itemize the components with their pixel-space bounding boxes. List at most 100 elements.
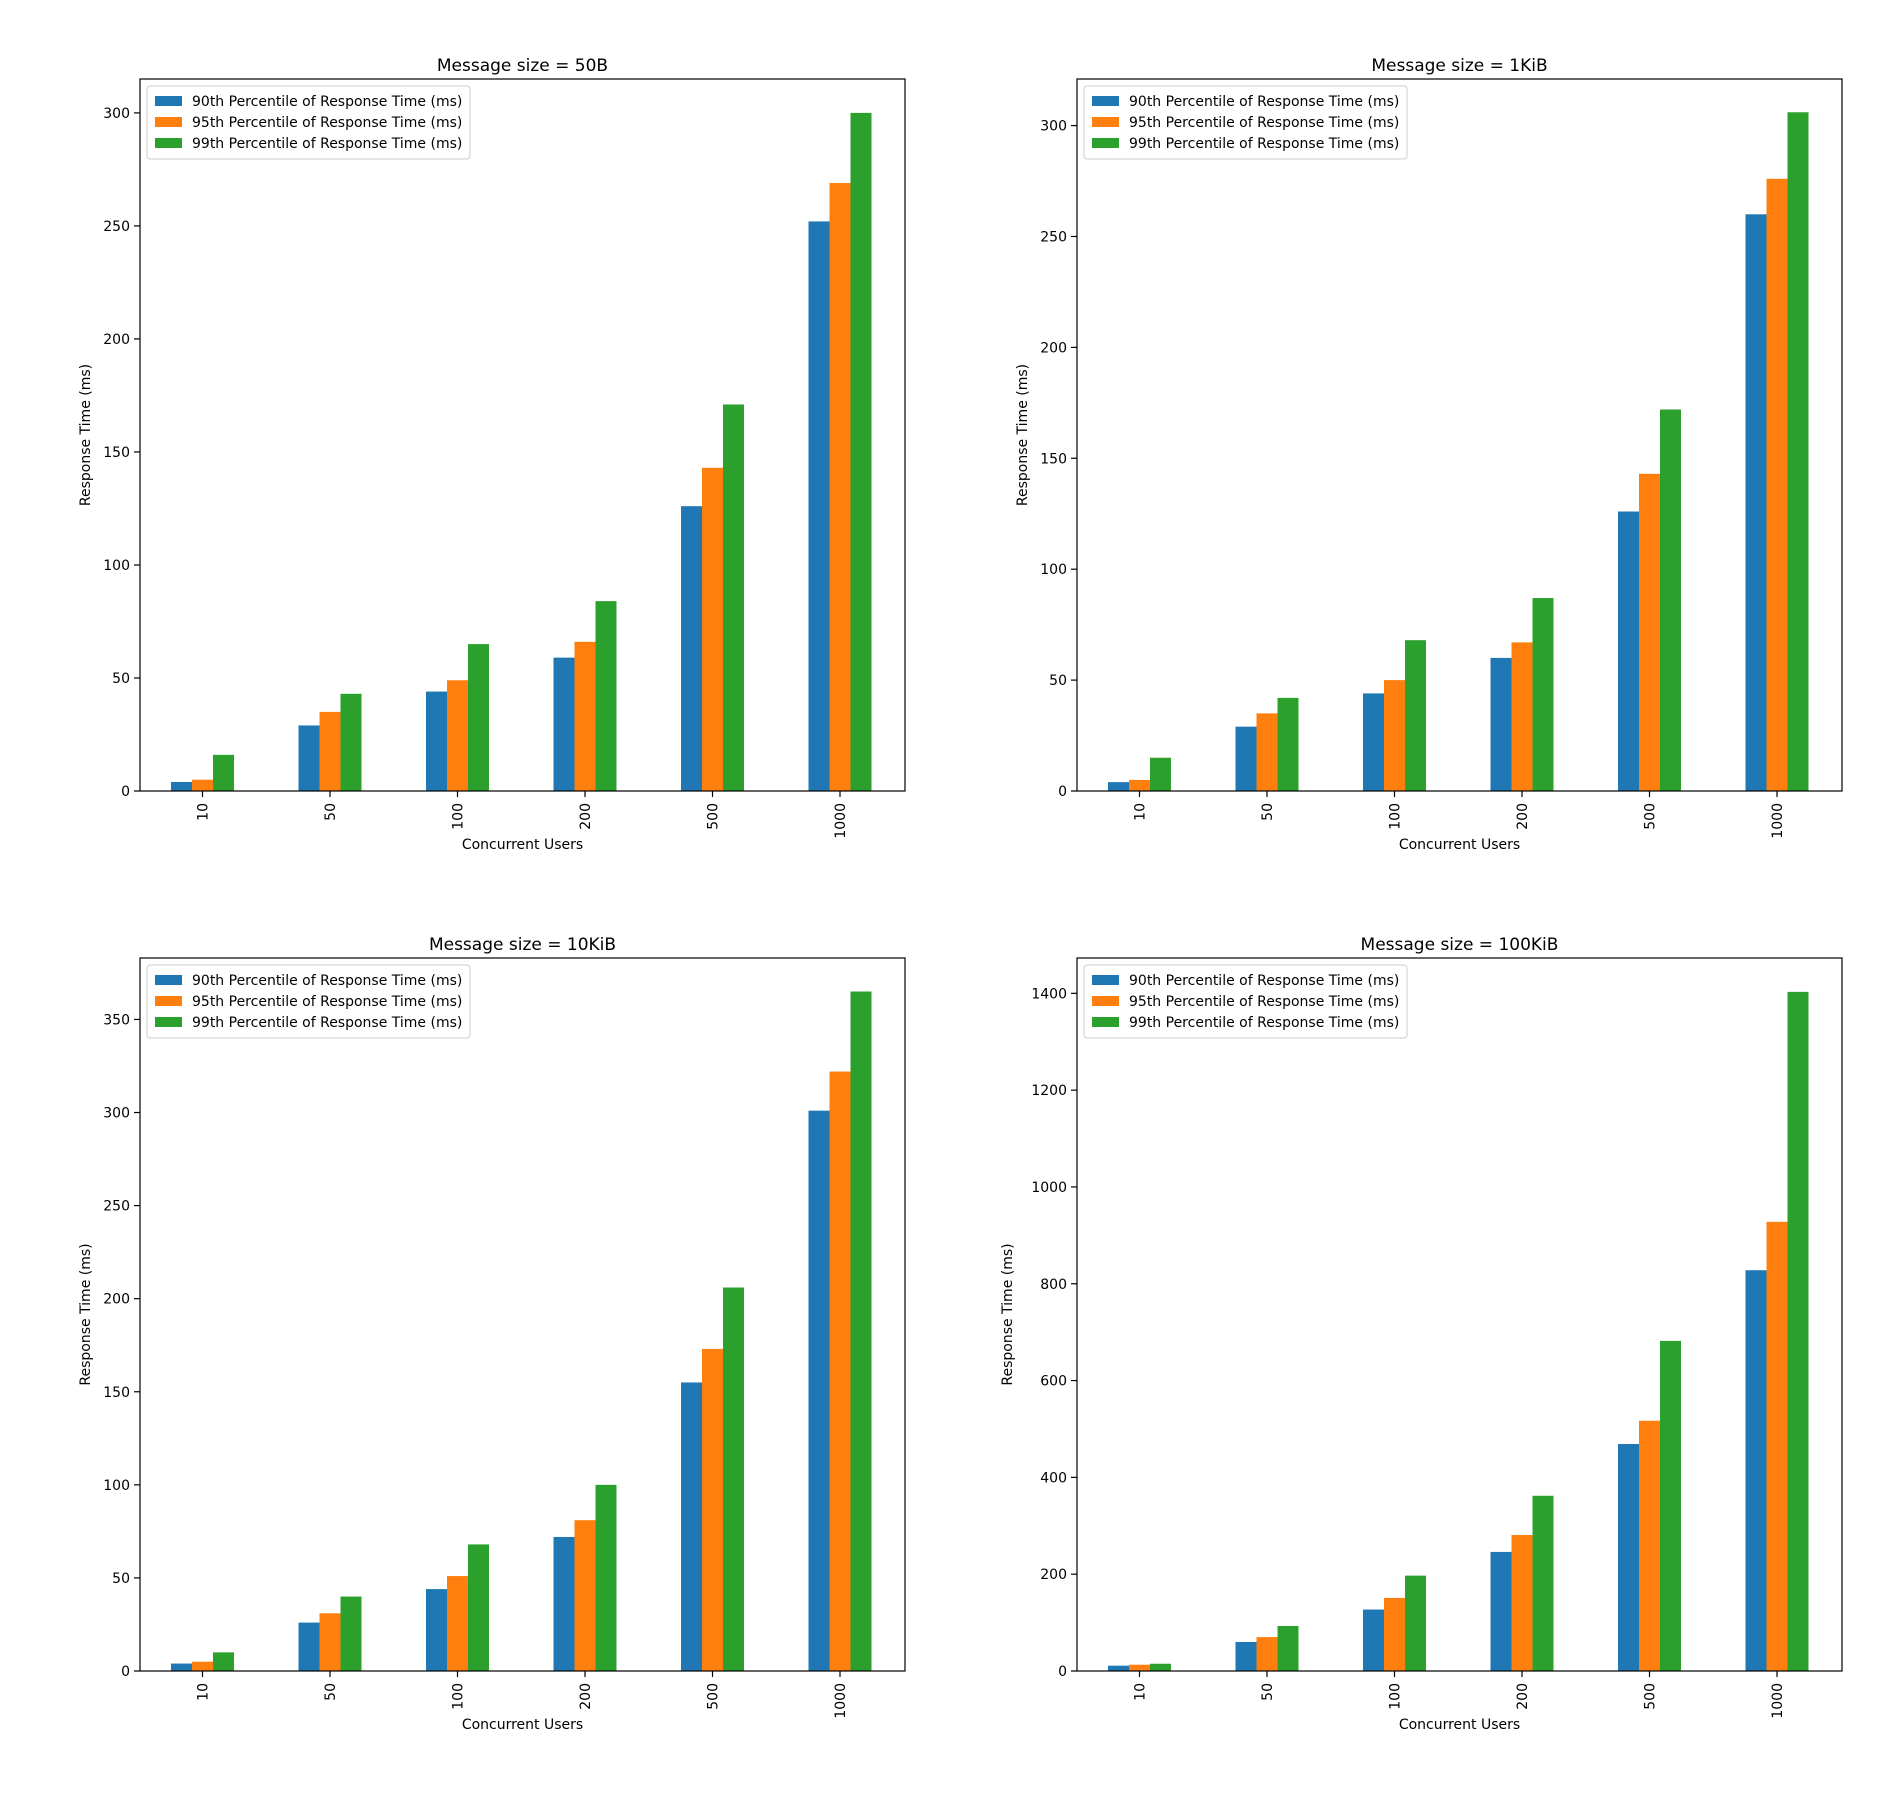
x-tick-label: 1000 — [833, 1683, 849, 1719]
chart-title: Message size = 10KiB — [429, 935, 616, 955]
y-axis-label: Response Time (ms) — [1000, 1243, 1016, 1385]
bar — [1363, 693, 1384, 791]
legend-frame — [1083, 964, 1408, 1039]
legend-label: 99th Percentile of Response Time (ms) — [192, 1015, 462, 1031]
y-tick-label: 0 — [121, 1664, 130, 1680]
y-tick-label: 200 — [103, 332, 130, 348]
x-axis-label: Concurrent Users — [462, 837, 583, 853]
legend-swatch — [1092, 1017, 1119, 1027]
bar — [1277, 697, 1299, 791]
legend-label: 95th Percentile of Response Time (ms) — [1129, 994, 1399, 1010]
plot-frame — [139, 78, 906, 792]
bar — [1129, 1664, 1150, 1671]
bar — [1787, 991, 1809, 1671]
bar — [681, 506, 702, 791]
bar — [319, 711, 341, 791]
legend-frame — [146, 85, 471, 160]
y-tick-label: 50 — [112, 1571, 130, 1587]
bar — [1660, 1340, 1681, 1671]
bar — [1405, 640, 1426, 791]
bar — [1256, 1637, 1278, 1671]
bar — [574, 1520, 596, 1671]
y-tick-label: 1400 — [1031, 986, 1067, 1002]
y-tick-label: 250 — [103, 1199, 130, 1215]
bar — [1660, 409, 1681, 791]
legend-frame — [1083, 85, 1408, 160]
x-tick-label: 500 — [1643, 803, 1659, 830]
legend-label: 99th Percentile of Response Time (ms) — [1129, 1015, 1399, 1031]
bar — [1511, 1534, 1533, 1671]
legend-swatch — [1092, 975, 1119, 985]
legend-swatch — [155, 1017, 182, 1027]
chart-title: Message size = 50B — [437, 56, 608, 76]
bar — [1129, 779, 1150, 791]
y-axis-label: Response Time (ms) — [78, 364, 94, 506]
chart-title: Message size = 1KiB — [1371, 56, 1547, 76]
legend-label: 95th Percentile of Response Time (ms) — [1129, 115, 1399, 131]
legend-label: 99th Percentile of Response Time (ms) — [1129, 136, 1399, 152]
bar — [426, 691, 447, 791]
bar — [1150, 1663, 1171, 1671]
y-tick-label: 300 — [1040, 119, 1067, 135]
y-tick-label: 100 — [103, 1478, 130, 1494]
plot-frame — [1076, 78, 1843, 792]
x-tick-label: 50 — [1260, 1683, 1276, 1701]
legend-swatch — [155, 138, 182, 148]
chart-panel-3: Message size = 100KiB 0 200 400 600 800 1000 12… — [1000, 935, 1843, 1733]
x-axis-label: Concurrent Users — [1399, 1717, 1520, 1733]
bar — [1532, 598, 1554, 791]
bar — [340, 1596, 362, 1671]
x-tick-label: 200 — [1515, 803, 1531, 830]
y-tick-label: 300 — [103, 106, 130, 122]
bar — [1532, 1495, 1554, 1671]
bar — [447, 680, 468, 791]
bar — [1787, 112, 1809, 791]
bar — [1745, 1270, 1767, 1671]
y-tick-label: 350 — [103, 1012, 130, 1028]
y-tick-label: 150 — [103, 1385, 130, 1401]
bar — [1363, 1609, 1384, 1671]
bar — [595, 1484, 617, 1671]
y-tick-label: 50 — [112, 671, 130, 687]
bar — [850, 991, 872, 1671]
bar — [1490, 657, 1512, 791]
bar — [850, 112, 872, 791]
legend-label: 90th Percentile of Response Time (ms) — [192, 94, 462, 110]
bar — [723, 404, 744, 791]
bar — [1490, 1551, 1512, 1671]
bar — [553, 657, 575, 791]
legend-label: 99th Percentile of Response Time (ms) — [192, 136, 462, 152]
bar — [1384, 1597, 1405, 1671]
legend-swatch — [1092, 96, 1119, 106]
bar — [1618, 1443, 1639, 1671]
x-axis-label: Concurrent Users — [1399, 837, 1520, 853]
bar — [702, 467, 723, 791]
bar — [574, 641, 596, 791]
legend: 90th Percentile of Response Time (ms) 95t… — [1083, 964, 1408, 1039]
bar — [808, 1110, 830, 1671]
x-tick-label: 100 — [1388, 1683, 1404, 1710]
bar — [192, 779, 213, 791]
x-tick-label: 50 — [1260, 803, 1276, 821]
bar — [1108, 782, 1129, 791]
chart-panel-2: Message size = 10KiB 0 50 100 150 200 250 300 35… — [78, 935, 906, 1733]
y-tick-label: 200 — [1040, 1567, 1067, 1583]
legend-swatch — [1092, 996, 1119, 1006]
x-tick-label: 200 — [578, 1683, 594, 1710]
legend-frame — [146, 964, 471, 1039]
y-tick-label: 150 — [1040, 451, 1067, 467]
legend-label: 95th Percentile of Response Time (ms) — [192, 994, 462, 1010]
y-tick-label: 200 — [103, 1292, 130, 1308]
x-tick-label: 50 — [323, 803, 339, 821]
legend-label: 90th Percentile of Response Time (ms) — [1129, 94, 1399, 110]
bar — [1745, 214, 1767, 792]
bar — [829, 1071, 851, 1671]
bar — [213, 1652, 234, 1671]
bar — [1150, 757, 1171, 791]
chart-panel-0: Message size = 50B 0 50 100 150 200 250 300 10 50… — [78, 56, 906, 853]
legend-label: 90th Percentile of Response Time (ms) — [1129, 973, 1399, 989]
x-tick-label: 200 — [578, 803, 594, 830]
x-tick-label: 1000 — [1770, 1683, 1786, 1719]
bar — [171, 781, 192, 791]
